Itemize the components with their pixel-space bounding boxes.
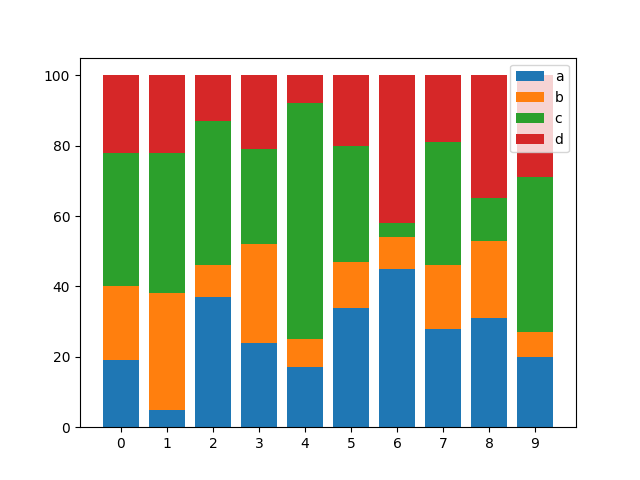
- Bar: [379, 223, 415, 237]
- Bar: [148, 409, 186, 427]
- Bar: [379, 237, 415, 269]
- Bar: [102, 287, 140, 360]
- Legend: a, b, c, d: a, b, c, d: [510, 64, 569, 153]
- Bar: [241, 75, 277, 149]
- Bar: [287, 339, 323, 367]
- Bar: [424, 75, 461, 142]
- Bar: [516, 177, 554, 332]
- Bar: [470, 240, 508, 318]
- Bar: [102, 153, 140, 287]
- Bar: [516, 332, 554, 357]
- Bar: [333, 308, 369, 427]
- Bar: [241, 149, 277, 244]
- Bar: [195, 297, 232, 427]
- Bar: [333, 262, 369, 308]
- Bar: [148, 75, 186, 153]
- Bar: [287, 75, 323, 103]
- Bar: [287, 103, 323, 339]
- Bar: [287, 367, 323, 427]
- Bar: [424, 265, 461, 329]
- Bar: [333, 145, 369, 262]
- Bar: [102, 75, 140, 153]
- Bar: [379, 269, 415, 427]
- Bar: [195, 121, 232, 265]
- Bar: [424, 329, 461, 427]
- Bar: [148, 293, 186, 409]
- Bar: [241, 244, 277, 343]
- Bar: [516, 357, 554, 427]
- Bar: [470, 318, 508, 427]
- Bar: [516, 75, 554, 177]
- Bar: [379, 75, 415, 223]
- Bar: [102, 360, 140, 427]
- Bar: [470, 198, 508, 240]
- Bar: [195, 265, 232, 297]
- Bar: [333, 75, 369, 145]
- Bar: [241, 343, 277, 427]
- Bar: [195, 75, 232, 121]
- Bar: [148, 153, 186, 293]
- Bar: [470, 75, 508, 198]
- Bar: [424, 142, 461, 265]
